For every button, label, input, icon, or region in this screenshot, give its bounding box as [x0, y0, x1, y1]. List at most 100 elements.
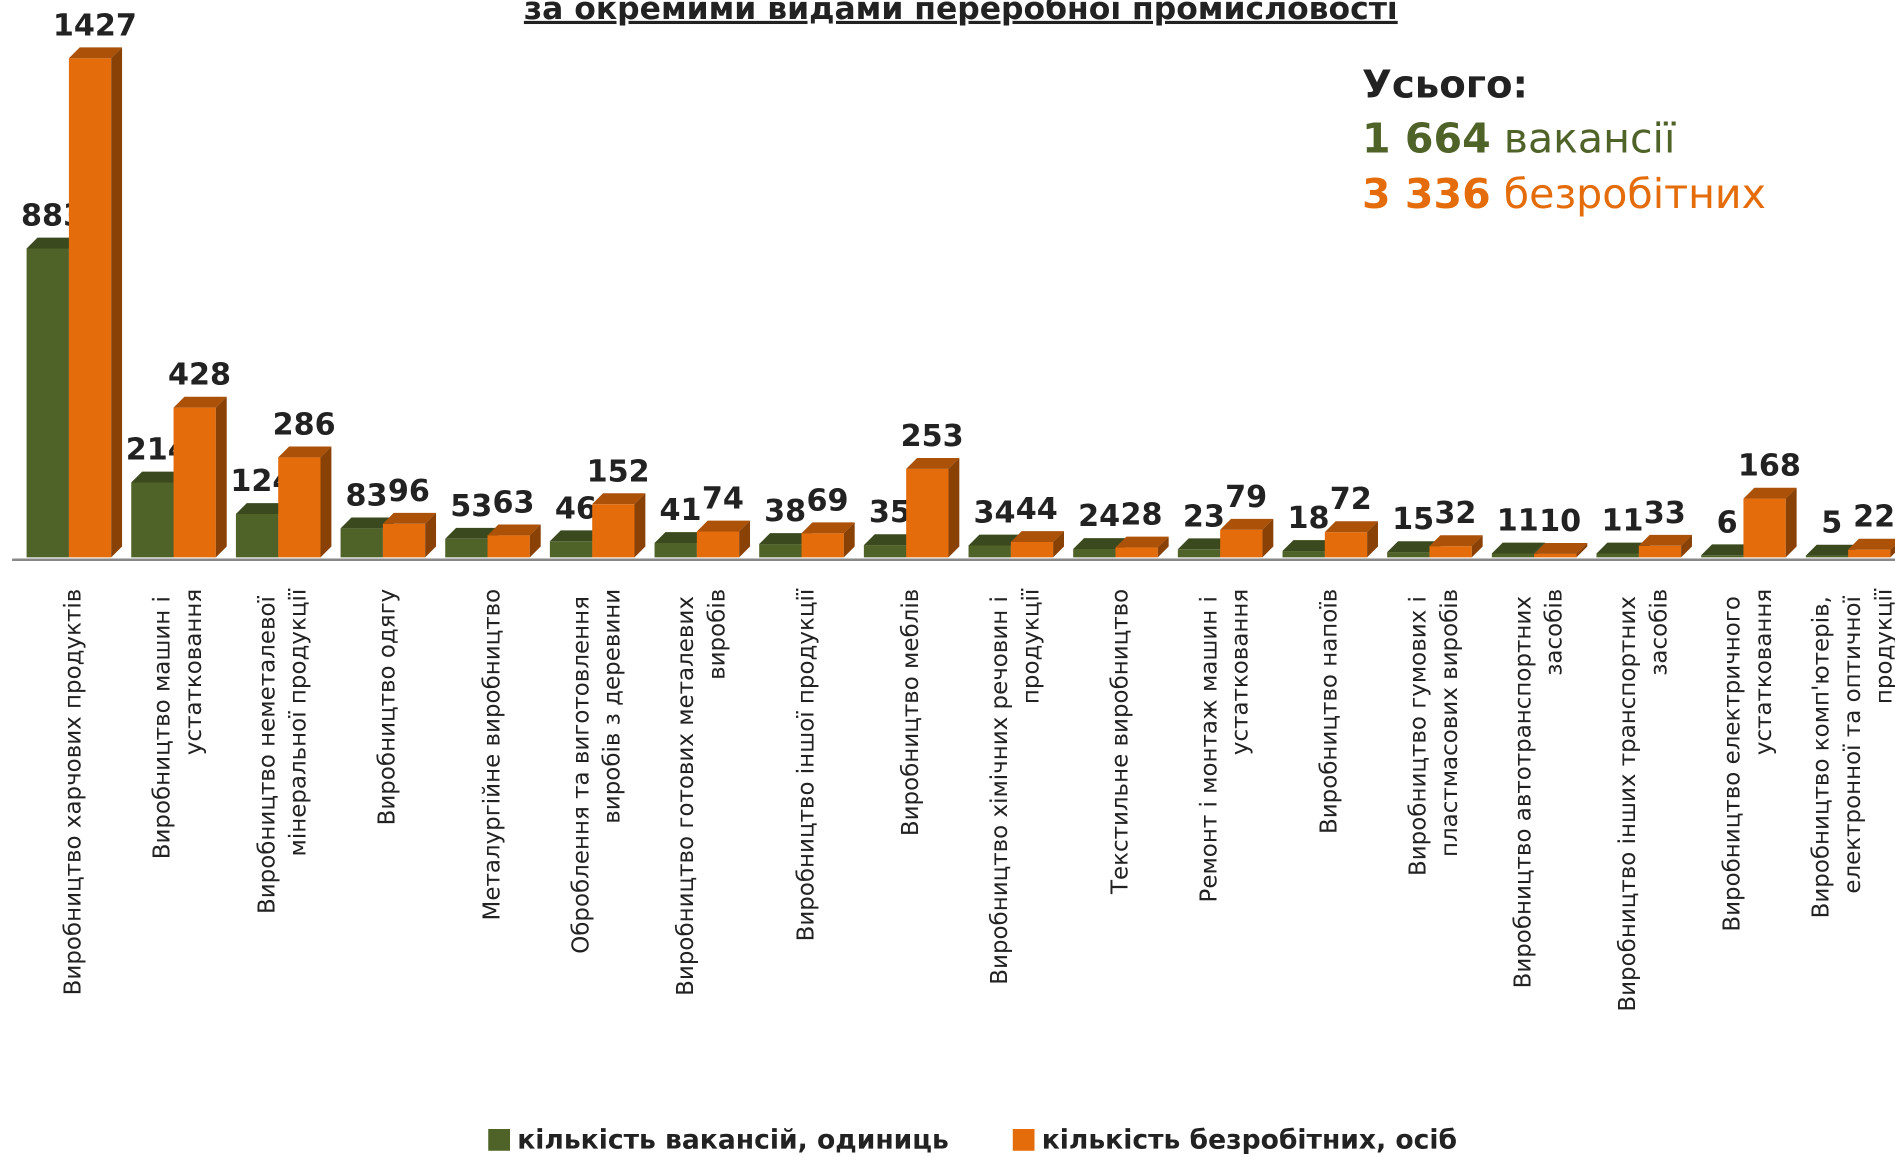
- bar-front: [801, 533, 844, 558]
- bar-top: [1282, 540, 1336, 552]
- x-tick-label: Виробництво меблів: [898, 589, 924, 836]
- bar: [592, 493, 646, 558]
- value-label: 428: [168, 358, 231, 393]
- value-label: 152: [587, 454, 650, 489]
- bar-front: [1596, 553, 1639, 558]
- value-label: 44: [1016, 492, 1058, 527]
- bar-top: [1324, 521, 1378, 533]
- x-tick-label: Виробництво іншої продукції: [793, 588, 819, 941]
- x-tick-label: Виробництво готових металевих виробів: [672, 589, 729, 996]
- bar-top: [1073, 538, 1127, 549]
- bar-side: [1471, 535, 1483, 558]
- bar-front: [759, 544, 802, 558]
- bar-front: [549, 541, 593, 558]
- bar-front: [382, 523, 426, 558]
- value-label: 53: [450, 489, 492, 524]
- bar-front: [1115, 547, 1158, 558]
- bar-side: [320, 446, 332, 558]
- bar: [1010, 531, 1065, 558]
- bar-top: [1848, 538, 1895, 550]
- bar-front: [1805, 555, 1849, 558]
- bar-front: [1701, 555, 1744, 558]
- bar-top: [1220, 518, 1274, 530]
- x-tick-label: Виробництво комп'ютерів, електронної та …: [1808, 588, 1895, 918]
- bar-front: [340, 528, 383, 558]
- bar-front: [968, 545, 1011, 558]
- bar: [1115, 536, 1169, 558]
- chart-title: за окремими видами переробної промислово…: [524, 0, 1398, 27]
- value-label: 32: [1434, 496, 1476, 531]
- bar-top: [487, 524, 541, 536]
- bar-top: [382, 512, 437, 524]
- bar: [1638, 534, 1692, 558]
- bar-top: [696, 520, 751, 532]
- bar-front: [26, 248, 69, 558]
- x-tick-label: Виробництво електричного устатковання: [1719, 589, 1776, 932]
- value-label: 11: [1601, 504, 1643, 539]
- value-label: 38: [764, 494, 806, 529]
- bar: [1220, 518, 1274, 558]
- bar-top: [759, 533, 813, 545]
- bar-front: [654, 543, 697, 558]
- value-label: 253: [901, 419, 964, 454]
- value-label: 5: [1821, 506, 1842, 541]
- x-tick-label: Виробництво харчових продуктів: [60, 589, 86, 996]
- bar-front: [1429, 546, 1472, 558]
- bar-front: [1073, 548, 1116, 558]
- bar-front: [1177, 549, 1221, 558]
- bar-side: [1576, 542, 1588, 558]
- bar-top: [445, 527, 499, 539]
- bar-front: [1387, 552, 1430, 558]
- value-label: 1427: [53, 8, 137, 43]
- bar-front: [68, 58, 112, 558]
- value-label: 46: [555, 491, 597, 526]
- bar-side: [529, 524, 541, 558]
- x-tick-label: Виробництво гумових і пластмасових вироб…: [1405, 589, 1462, 876]
- bar-top: [1115, 536, 1169, 548]
- value-label: 23: [1183, 499, 1225, 534]
- bar-front: [1491, 553, 1535, 558]
- bar-front: [445, 538, 488, 558]
- x-tick-label: Виробництво напоїв: [1316, 589, 1342, 834]
- bar-top: [1805, 544, 1859, 556]
- x-tick-label: Виробництво одягу: [374, 589, 400, 826]
- bar: [487, 524, 541, 558]
- total-vacancies: 1 664 вакансії: [1362, 115, 1676, 163]
- bar-side: [1262, 518, 1274, 558]
- bar-top: [1429, 535, 1483, 547]
- bar-front: [1638, 545, 1682, 558]
- value-label: 286: [273, 407, 336, 442]
- bar-side: [843, 522, 855, 558]
- bar-front: [131, 482, 174, 558]
- value-label: 10: [1539, 504, 1581, 539]
- x-tick-label: Виробництво хімічних речовин і продукції: [986, 588, 1043, 985]
- bar: [906, 457, 960, 558]
- total-unemployed: 3 336 безробітних: [1362, 170, 1766, 218]
- bar-top: [235, 503, 290, 514]
- value-label: 24: [1078, 499, 1120, 534]
- legend-label: кількість безробітних, осіб: [1042, 1125, 1457, 1156]
- bar-side: [739, 520, 751, 558]
- value-label: 72: [1330, 482, 1372, 517]
- bar: [1743, 487, 1797, 558]
- bar: [1429, 535, 1483, 558]
- legend-swatch: [488, 1128, 511, 1151]
- bar-top: [906, 457, 960, 469]
- bar: [1324, 521, 1378, 558]
- bar-front: [278, 457, 321, 558]
- x-tick-label: Виробництво неметалевої мінеральної прод…: [254, 588, 311, 914]
- bar-top: [654, 532, 708, 544]
- total-unemployed-value: 3 336: [1362, 170, 1491, 218]
- bar: [68, 47, 123, 558]
- value-label: 41: [660, 493, 702, 528]
- legend-label: кількість вакансій, одиниць: [517, 1125, 949, 1156]
- bar-front: [235, 513, 279, 558]
- bar-top: [340, 517, 394, 529]
- bar-top: [863, 534, 918, 546]
- bar-top: [549, 530, 604, 542]
- bar-top: [1534, 542, 1588, 554]
- bar-side: [111, 47, 123, 558]
- value-label: 11: [1497, 504, 1539, 539]
- value-label: 168: [1738, 449, 1801, 484]
- bar-top: [1638, 534, 1692, 546]
